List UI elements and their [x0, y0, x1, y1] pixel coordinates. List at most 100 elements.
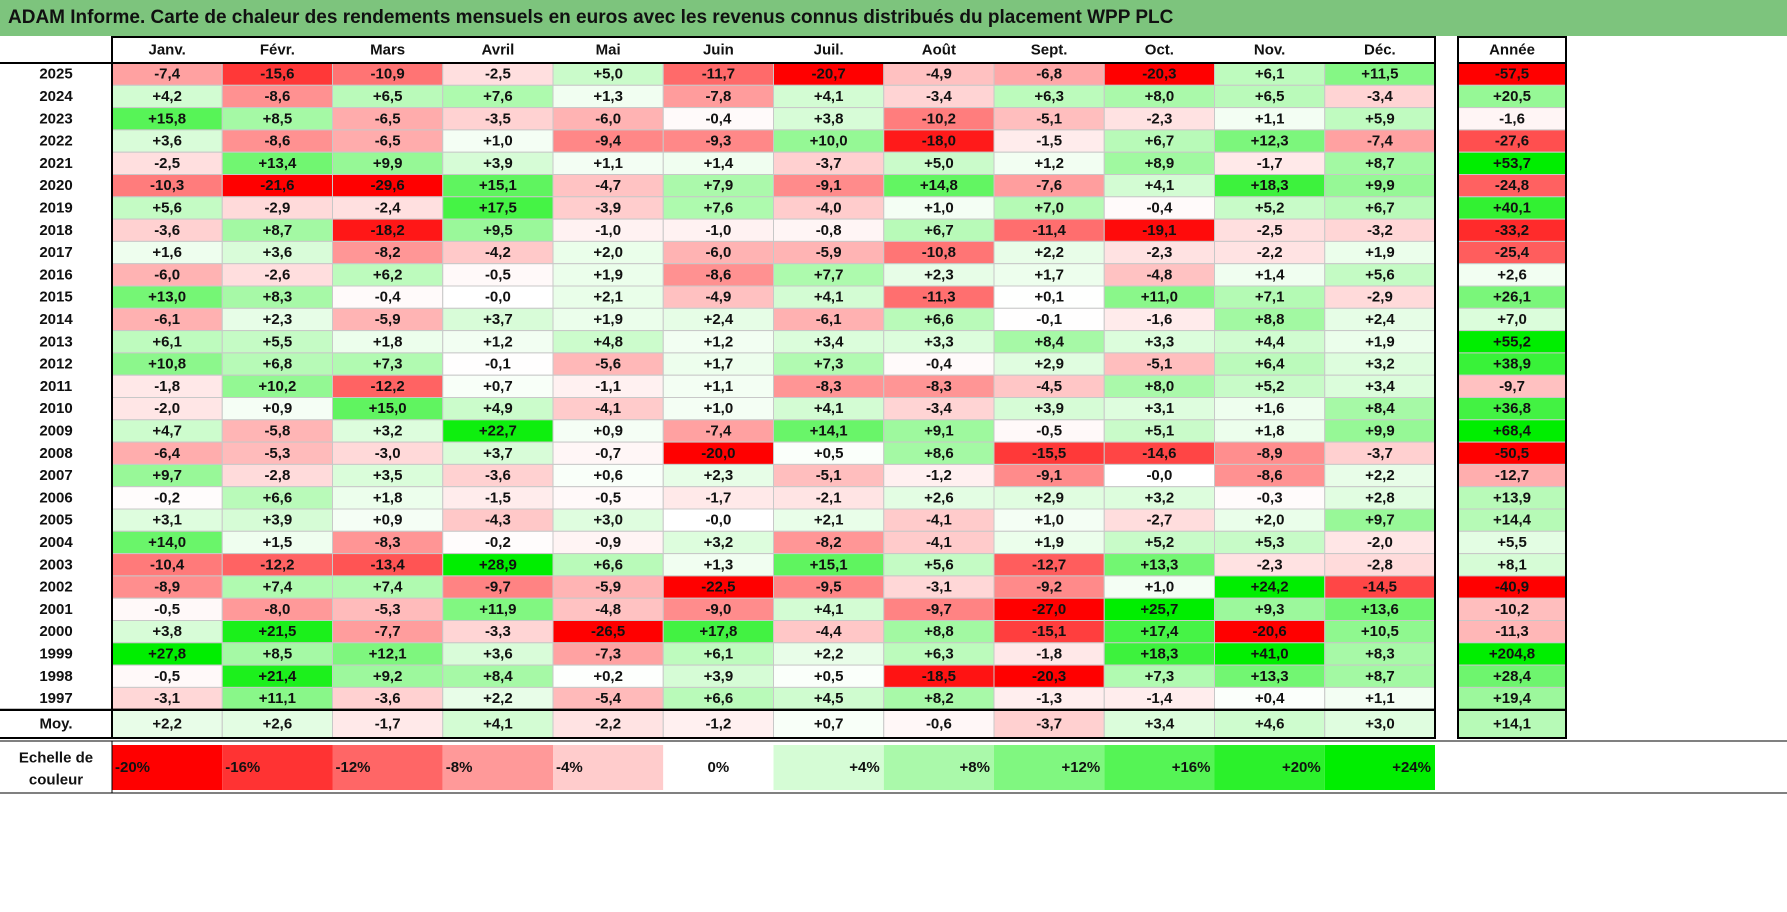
- year-total-value: -1,6: [1499, 110, 1525, 127]
- cell-value: -4,2: [485, 244, 511, 261]
- cell-value: +5,0: [924, 155, 954, 172]
- month-header-8: Août: [922, 42, 956, 59]
- cell-value: -0,9: [595, 534, 621, 551]
- cell-value: +22,7: [479, 422, 517, 439]
- scale-label: 0%: [708, 759, 730, 776]
- cell-value: +6,2: [373, 266, 403, 283]
- cell-value: -4,4: [816, 623, 843, 640]
- cell-value: -4,1: [926, 534, 952, 551]
- cell-value: +8,2: [924, 690, 954, 707]
- cell-value: -5,6: [595, 356, 621, 373]
- cell-value: -1,8: [154, 378, 180, 395]
- month-header-2: Févr.: [260, 42, 295, 59]
- cell-value: +6,3: [924, 645, 954, 662]
- scale-label: -16%: [225, 759, 260, 776]
- cell-value: -0,0: [1146, 467, 1172, 484]
- cell-value: +1,1: [1255, 110, 1285, 127]
- cell-value: +1,7: [1034, 266, 1064, 283]
- cell-value: +2,0: [1255, 512, 1285, 529]
- scale-swatch: [883, 745, 994, 790]
- cell-value: +6,3: [1034, 88, 1064, 105]
- cell-value: -5,1: [1146, 356, 1172, 373]
- cell-value: +1,5: [263, 534, 293, 551]
- cell-value: +11,9: [479, 601, 516, 618]
- cell-value: -0,1: [1036, 311, 1062, 328]
- cell-value: +13,4: [258, 155, 297, 172]
- month-header-3: Mars: [370, 42, 405, 59]
- cell-value: -9,5: [816, 579, 842, 596]
- cell-value: -5,1: [1036, 110, 1062, 127]
- avg-total-value: +14,1: [1493, 716, 1531, 733]
- cell-value: +0,7: [483, 378, 513, 395]
- cell-value: -8,0: [264, 601, 290, 618]
- cell-value: +5,6: [152, 199, 182, 216]
- cell-value: +2,1: [593, 289, 623, 306]
- cell-value: -3,7: [816, 155, 842, 172]
- cell-value: +0,5: [814, 445, 844, 462]
- year-total-value: +40,1: [1493, 199, 1531, 216]
- avg-cell: [1324, 709, 1436, 739]
- cell-value: -8,6: [705, 266, 731, 283]
- cell-value: -5,4: [595, 690, 622, 707]
- year-total-value: -33,2: [1495, 222, 1529, 239]
- cell-value: +8,8: [1255, 311, 1285, 328]
- cell-value: +0,2: [593, 668, 623, 685]
- cell-value: +3,9: [483, 155, 513, 172]
- cell-value: +2,1: [814, 512, 844, 529]
- cell-value: -3,2: [1367, 222, 1393, 239]
- cell-value: +9,2: [373, 668, 403, 685]
- year-total-value: -40,9: [1495, 579, 1529, 596]
- cell-value: -18,0: [922, 133, 956, 150]
- cell-value: -6,1: [816, 311, 842, 328]
- cell-value: -8,6: [1257, 467, 1283, 484]
- cell-value: +3,4: [1365, 378, 1395, 395]
- cell-value: +5,1: [1145, 422, 1175, 439]
- avg-value: +4,1: [483, 716, 513, 733]
- cell-value: +15,8: [148, 110, 186, 127]
- cell-value: +1,0: [704, 400, 734, 417]
- cell-value: -0,5: [154, 601, 180, 618]
- cell-value: +21,4: [258, 668, 297, 685]
- avg-value: +2,2: [152, 716, 182, 733]
- year-label-2002: 2002: [39, 579, 72, 596]
- cell-value: -12,2: [260, 556, 294, 573]
- cell-value: -7,7: [375, 623, 401, 640]
- avg-value: -0,6: [926, 716, 952, 733]
- cell-value: +8,0: [1145, 88, 1175, 105]
- cell-value: +6,4: [1255, 356, 1285, 373]
- cell-value: -3,6: [154, 222, 180, 239]
- scale-label: +8%: [960, 759, 990, 776]
- cell-value: +1,4: [704, 155, 734, 172]
- cell-value: +4,9: [483, 400, 513, 417]
- avg-value: -1,2: [705, 716, 731, 733]
- year-label-2014: 2014: [39, 311, 73, 328]
- cell-value: -18,2: [371, 222, 405, 239]
- cell-value: -15,1: [1032, 623, 1066, 640]
- month-header-1: Janv.: [149, 42, 186, 59]
- year-label-2016: 2016: [39, 266, 72, 283]
- cell-value: -10,9: [371, 66, 405, 83]
- cell-value: +3,5: [373, 467, 403, 484]
- month-header-11: Nov.: [1254, 42, 1285, 59]
- year-total-value: -11,3: [1495, 623, 1528, 640]
- cell-value: -7,4: [1367, 133, 1394, 150]
- year-total-value: -50,5: [1495, 445, 1529, 462]
- scale-swatch: [1324, 745, 1435, 790]
- cell-value: +25,7: [1140, 601, 1178, 618]
- cell-value: -9,7: [485, 579, 511, 596]
- cell-value: -1,5: [1036, 133, 1062, 150]
- chart-title: ADAM Informe. Carte de chaleur des rende…: [0, 0, 1787, 36]
- cell-value: -3,0: [375, 445, 401, 462]
- cell-value: +5,9: [1365, 110, 1395, 127]
- year-total-value: +2,6: [1497, 266, 1527, 283]
- cell-value: -3,1: [154, 690, 180, 707]
- cell-value: +18,3: [1140, 645, 1178, 662]
- cell-value: +13,3: [1251, 668, 1289, 685]
- cell-value: +9,9: [373, 155, 403, 172]
- cell-value: -5,3: [264, 445, 290, 462]
- cell-value: +2,2: [1365, 467, 1395, 484]
- year-label-2007: 2007: [39, 467, 72, 484]
- year-label-2006: 2006: [39, 489, 72, 506]
- avg-total-frame: [1457, 709, 1567, 739]
